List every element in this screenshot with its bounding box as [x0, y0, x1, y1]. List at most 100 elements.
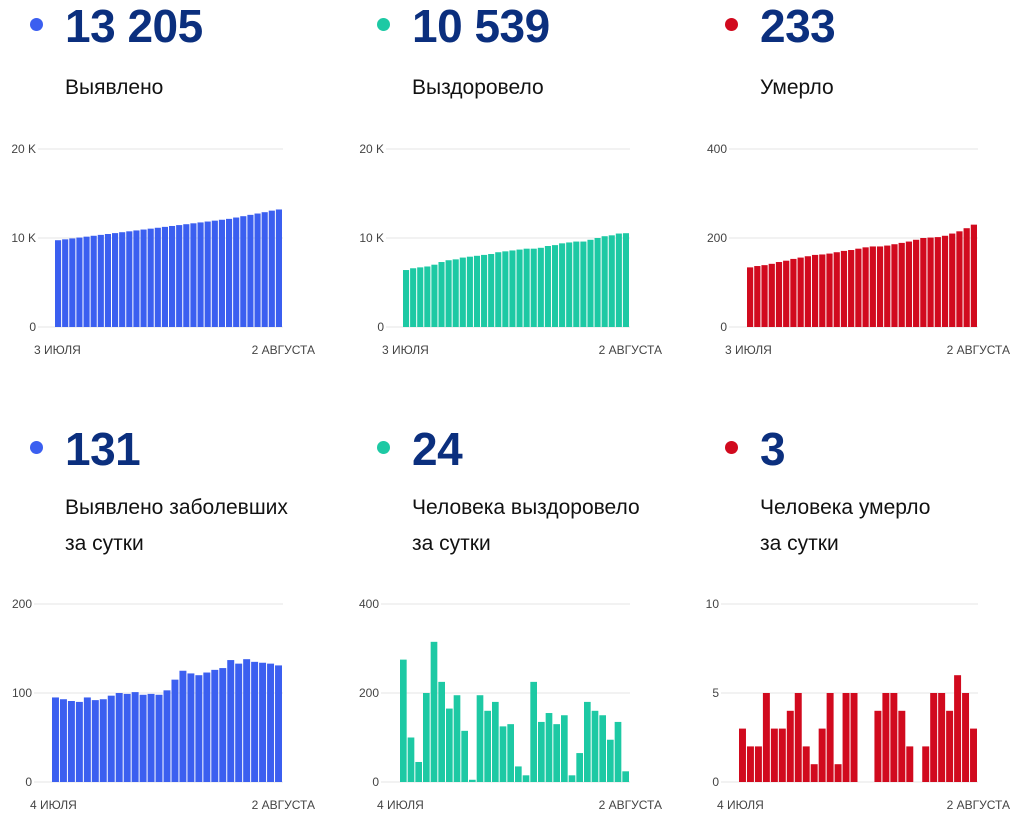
daily-cases-label: Выявлено заболевших за сутки: [65, 496, 288, 555]
legend-dot-blue: [30, 441, 43, 454]
bar: [417, 267, 424, 327]
bar: [235, 663, 243, 782]
bar: [97, 234, 104, 327]
bar: [962, 693, 970, 782]
bar: [848, 250, 855, 327]
bar: [850, 693, 858, 782]
bar: [154, 227, 161, 327]
chart-daily-cases: 0 100 200 4 ИЮЛЯ 2 АВГУСТА: [12, 597, 315, 812]
bar: [91, 700, 99, 782]
chart-total-deaths: 0 200 400 3 ИЮЛЯ 2 АВГУСТА: [707, 142, 1010, 357]
bar: [55, 240, 62, 327]
bar: [615, 233, 622, 327]
bar: [179, 670, 187, 782]
bar: [786, 710, 794, 782]
x-tick-label-end: 2 АВГУСТА: [947, 798, 1010, 812]
y-tick-label: 200: [359, 686, 379, 700]
bar: [473, 255, 481, 327]
total-cases-value: 13 205: [65, 0, 203, 52]
bar: [826, 253, 833, 327]
bar: [898, 242, 905, 327]
bar: [818, 728, 826, 782]
total-deaths-label: Умерло: [760, 76, 834, 99]
bar: [834, 764, 842, 782]
bar: [251, 661, 259, 782]
bar: [607, 739, 614, 782]
bar: [580, 241, 587, 327]
x-tick-label-end: 2 АВГУСТА: [599, 343, 662, 357]
bar: [927, 237, 934, 327]
bar: [775, 262, 783, 327]
bar: [176, 225, 183, 327]
x-tick-label-start: 4 ИЮЛЯ: [377, 798, 424, 812]
bar: [802, 746, 810, 782]
bar: [551, 245, 559, 327]
bar: [553, 724, 560, 782]
bar: [890, 693, 898, 782]
bar: [131, 692, 139, 782]
bar: [115, 693, 123, 782]
bar: [139, 694, 147, 782]
bar: [438, 262, 445, 327]
bar: [833, 252, 840, 327]
bar: [430, 641, 438, 782]
daily-recovered-label: Человека выздоровело за сутки: [412, 496, 640, 555]
x-tick-label-end: 2 АВГУСТА: [947, 343, 1010, 357]
bar: [499, 726, 507, 782]
bar: [195, 675, 203, 782]
y-tick-label: 0: [377, 320, 384, 334]
bar: [495, 252, 502, 327]
bar: [407, 737, 415, 782]
bar: [747, 267, 754, 327]
y-tick-label: 10 K: [11, 231, 36, 245]
x-tick-label-start: 3 ИЮЛЯ: [382, 343, 429, 357]
bar: [920, 238, 927, 327]
bar: [538, 721, 545, 782]
bar: [811, 254, 819, 327]
bar: [466, 256, 473, 327]
bar: [898, 710, 906, 782]
bar: [783, 260, 790, 327]
bar: [842, 693, 850, 782]
bar: [963, 228, 970, 327]
bar: [484, 710, 491, 782]
bar: [739, 728, 746, 782]
bar: [203, 672, 211, 782]
bar: [476, 695, 484, 782]
x-tick-label-start: 3 ИЮЛЯ: [725, 343, 772, 357]
bar: [147, 693, 155, 782]
bar: [75, 701, 83, 782]
legend-dot-blue: [30, 18, 43, 31]
bar: [522, 775, 530, 782]
bar: [754, 746, 762, 782]
bar: [515, 766, 522, 782]
bar: [219, 668, 227, 782]
y-tick-label: 10 K: [359, 231, 384, 245]
bar: [453, 695, 461, 782]
bar: [938, 693, 946, 782]
bar: [424, 266, 431, 327]
bar: [187, 673, 195, 782]
bar: [956, 231, 963, 327]
legend-dot-red: [725, 18, 738, 31]
bar: [83, 236, 90, 327]
bar: [762, 693, 770, 782]
bar: [119, 232, 126, 327]
bar: [469, 779, 476, 782]
bar: [211, 220, 218, 327]
bar: [431, 264, 438, 327]
bar: [227, 660, 235, 782]
y-tick-label: 0: [720, 320, 727, 334]
bar: [794, 693, 802, 782]
total-recovered-value: 10 539: [412, 0, 550, 52]
bar: [459, 257, 466, 327]
bar: [530, 681, 537, 782]
bar: [826, 693, 834, 782]
bar: [410, 268, 417, 327]
x-tick-label-start: 3 ИЮЛЯ: [34, 343, 81, 357]
bar: [869, 246, 876, 327]
bar: [819, 254, 826, 327]
bar: [576, 753, 583, 782]
bar: [67, 701, 75, 782]
bar: [261, 212, 268, 327]
